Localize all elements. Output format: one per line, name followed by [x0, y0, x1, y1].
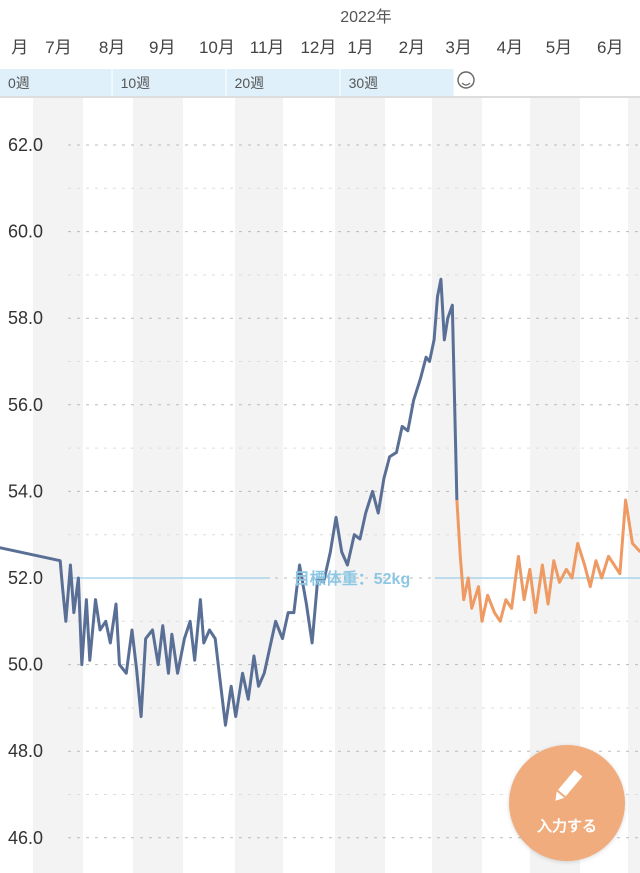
- week-band-label: 10週: [121, 75, 151, 91]
- month-stripe: [235, 98, 283, 873]
- month-tick-label: 5月: [546, 38, 572, 57]
- goal-label: 目標体重：52kg: [294, 569, 410, 588]
- month-tick-label: 2月: [399, 38, 425, 57]
- face-outline: [457, 71, 475, 89]
- series-line-pregnancy: [0, 277, 459, 727]
- month-stripe: [133, 98, 183, 873]
- week-band-label: 30週: [349, 75, 379, 91]
- month-tick-label: 10月: [199, 38, 235, 57]
- month-tick-label: 3月: [445, 38, 471, 57]
- y-tick-label: 62.0: [8, 135, 43, 155]
- month-stripe: [530, 98, 580, 873]
- y-tick-label: 46.0: [8, 828, 43, 848]
- y-tick-label: 54.0: [8, 481, 43, 501]
- face-smile: [461, 82, 471, 86]
- y-tick-label: 56.0: [8, 395, 43, 415]
- week-band-label: 20週: [235, 75, 265, 91]
- month-stripe: [33, 98, 83, 873]
- year-label: 2022年: [340, 8, 392, 26]
- series-line-postpartum: [455, 498, 640, 623]
- y-tick-label: 52.0: [8, 568, 43, 588]
- week-band: [340, 69, 454, 96]
- y-tick-label: 48.0: [8, 741, 43, 761]
- input-button-label: 入力する: [536, 818, 597, 835]
- week-band: [112, 69, 226, 96]
- month-tick-label: 11月: [250, 38, 285, 57]
- month-stripe: [628, 98, 640, 873]
- month-stripe: [335, 98, 385, 873]
- month-tick-label: 7月: [45, 38, 71, 57]
- month-tick-label: 1月: [347, 38, 373, 57]
- week-band-label: 0週: [8, 75, 30, 91]
- y-tick-label: 60.0: [8, 222, 43, 242]
- month-tick-label: 8月: [99, 38, 125, 57]
- month-tick-label: 12月: [300, 38, 336, 57]
- week-band: [0, 69, 112, 96]
- month-tick-label: 4月: [497, 38, 523, 57]
- input-button[interactable]: 入力する: [509, 745, 625, 861]
- y-tick-label: 58.0: [8, 308, 43, 328]
- pencil-icon: [555, 769, 582, 801]
- y-tick-label: 50.0: [8, 655, 43, 675]
- month-tick-label: 9月: [149, 38, 175, 57]
- baby-face-icon: [457, 71, 475, 89]
- month-tick-label: 月: [11, 38, 28, 57]
- week-band: [226, 69, 340, 96]
- month-tick-label: 6月: [597, 38, 623, 57]
